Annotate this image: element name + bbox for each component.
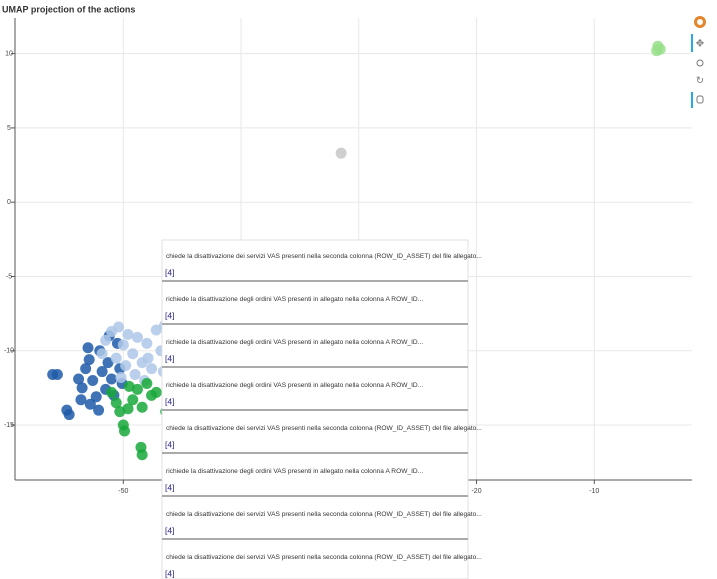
y-tick-label: 5 [7, 125, 11, 132]
point [117, 339, 129, 351]
point [75, 394, 87, 406]
tooltip-text: richiede la disattivazione degli ordini … [166, 382, 423, 389]
tooltip-count: [4] [165, 439, 174, 449]
tooltip-text: richiede la disattivazione degli ordini … [166, 339, 423, 346]
y-tick-label: 10 [5, 50, 13, 57]
tooltip-count: [4] [165, 525, 174, 535]
point [131, 383, 143, 395]
point [90, 391, 102, 403]
point [51, 369, 63, 381]
point [73, 373, 85, 385]
point [87, 374, 99, 386]
point [136, 401, 148, 413]
point [63, 409, 75, 421]
point [110, 352, 122, 364]
tooltip-count: [4] [165, 568, 174, 578]
y-tick-label: -10 [4, 348, 14, 355]
x-tick-label: -20 [471, 488, 481, 495]
point [141, 337, 153, 349]
point [127, 394, 139, 406]
point [80, 363, 92, 375]
point [142, 352, 154, 364]
tooltip-count: [4] [165, 396, 174, 406]
point [150, 386, 162, 398]
point [150, 324, 162, 336]
point [113, 321, 125, 333]
tooltip-count: [4] [165, 482, 174, 492]
tooltip-count: [4] [165, 310, 174, 320]
point [122, 328, 134, 340]
tooltip: chiede la disattivazione dei servizi VAS… [161, 239, 482, 579]
point [136, 449, 148, 461]
tooltip-text: chiede la disattivazione dei servizi VAS… [166, 511, 482, 518]
point [146, 363, 158, 375]
point [96, 366, 108, 378]
point [106, 386, 118, 398]
chart-title: UMAP projection of the actions [2, 4, 135, 14]
point [651, 45, 663, 57]
point [93, 404, 105, 416]
point [84, 398, 96, 410]
tooltip-count: [4] [165, 267, 174, 277]
x-tick-label: -50 [118, 488, 128, 495]
toolbar: ✥ ↻ [691, 16, 706, 108]
tooltip-text: chiede la disattivazione dei servizi VAS… [166, 253, 482, 260]
point [96, 348, 108, 360]
tooltip-text: chiede la disattivazione dei servizi VAS… [166, 554, 482, 561]
hover-tool[interactable] [696, 95, 704, 104]
tooltip-text: chiede la disattivazione dei servizi VAS… [166, 425, 482, 432]
point [122, 403, 134, 415]
point [76, 382, 88, 394]
reset-tool[interactable]: ↻ [696, 76, 704, 87]
point [82, 342, 94, 354]
tooltip-text: richiede la disattivazione degli ordini … [166, 468, 423, 475]
tooltip-count: [4] [165, 353, 174, 363]
zoom-tool[interactable] [696, 59, 704, 67]
point [83, 354, 95, 366]
point [131, 331, 143, 343]
tooltip-text: richiede la disattivazione degli ordini … [166, 296, 423, 303]
point [100, 334, 112, 346]
point [129, 369, 141, 381]
point [115, 371, 127, 383]
y-tick-label: -15 [4, 422, 14, 429]
point [335, 147, 347, 159]
logo [694, 16, 706, 28]
x-tick-label: -10 [589, 488, 599, 495]
point [110, 397, 122, 409]
pan-tool[interactable]: ✥ [696, 39, 704, 50]
point [118, 425, 130, 437]
y-tick-label: -5 [6, 273, 12, 280]
point [120, 360, 132, 372]
point [102, 357, 114, 369]
point [127, 348, 139, 360]
point [141, 377, 153, 389]
point [106, 373, 118, 385]
y-tick-label: 0 [7, 199, 11, 206]
